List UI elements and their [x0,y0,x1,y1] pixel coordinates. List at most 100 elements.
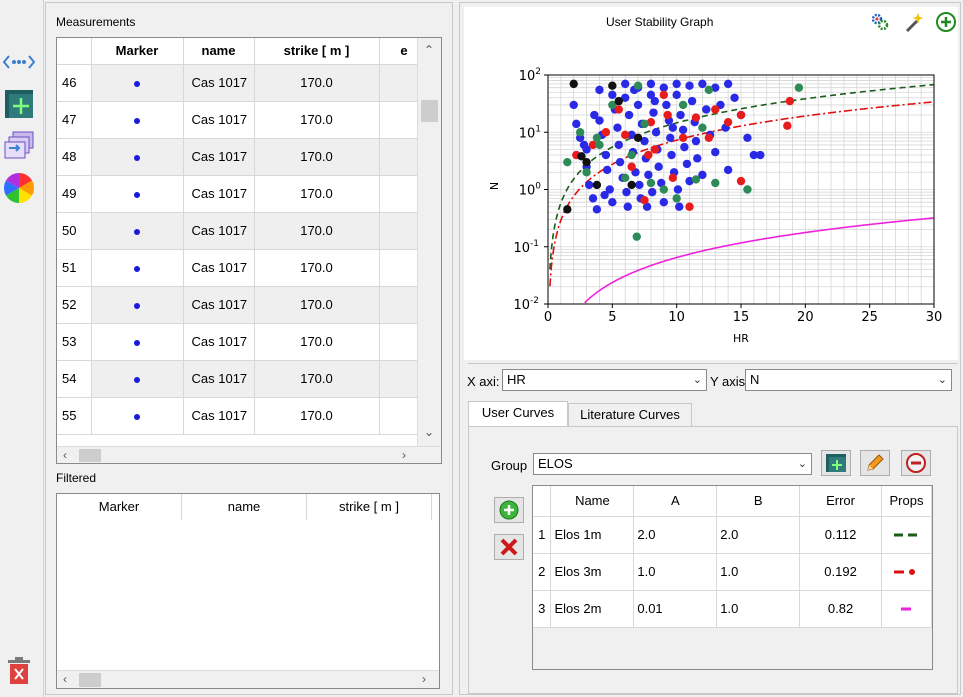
column-header-strike[interactable]: strike [ m ] [254,38,380,65]
strike-cell[interactable]: 170.0 [254,360,380,398]
delete-trash-icon[interactable] [1,652,37,688]
measurements-hscrollbar[interactable]: ‹ › [57,446,441,463]
strike-cell[interactable]: 170.0 [254,64,380,102]
marker-cell[interactable] [91,138,184,176]
remove-group-button[interactable] [901,450,931,476]
strike-cell[interactable]: 170.0 [254,249,380,287]
scroll-right-icon[interactable]: › [402,448,406,462]
row-index[interactable]: 48 [57,138,92,176]
table-row[interactable]: 50 Cas 1017 170.0 [57,212,430,250]
curve-name-cell[interactable]: Elos 1m [550,516,635,554]
scroll-down-icon[interactable]: ⌄ [424,425,435,439]
row-index[interactable]: 51 [57,249,92,287]
measurements-vscrollbar[interactable]: ⌃ ⌄ [417,38,441,446]
name-cell[interactable]: Cas 1017 [183,286,255,324]
marker-cell[interactable] [91,397,184,435]
column-header-error[interactable]: Error [799,486,882,517]
table-row[interactable]: 48 Cas 1017 170.0 [57,138,430,176]
scroll-left-icon[interactable]: ‹ [63,448,67,462]
table-row[interactable]: 52 Cas 1017 170.0 [57,286,430,324]
name-cell[interactable]: Cas 1017 [183,323,255,361]
name-cell[interactable]: Cas 1017 [183,212,255,250]
column-header-name[interactable]: name [182,494,307,520]
curve-a-cell[interactable]: 0.01 [633,590,718,628]
strike-cell[interactable]: 170.0 [254,397,380,435]
row-index[interactable]: 1 [533,516,552,554]
marker-cell[interactable] [91,323,184,361]
scroll-up-icon[interactable]: ⌃ [424,43,435,57]
row-index[interactable]: 3 [533,590,552,628]
row-index[interactable]: 2 [533,553,552,591]
marker-cell[interactable] [91,64,184,102]
strike-cell[interactable]: 170.0 [254,138,380,176]
table-row[interactable]: 3 Elos 2m 0.01 1.0 0.82 [533,590,932,628]
marker-cell[interactable] [91,175,184,213]
table-row[interactable]: 53 Cas 1017 170.0 [57,323,430,361]
column-header-marker[interactable]: Marker [91,38,184,65]
table-row[interactable]: 46 Cas 1017 170.0 [57,64,430,102]
row-index[interactable]: 50 [57,212,92,250]
name-cell[interactable]: Cas 1017 [183,101,255,139]
row-index[interactable]: 47 [57,101,92,139]
row-index[interactable]: 53 [57,323,92,361]
connect-icon[interactable] [1,44,37,80]
tab-user-curves[interactable]: User Curves [468,401,568,427]
name-cell[interactable]: Cas 1017 [183,175,255,213]
edit-group-button[interactable] [860,450,890,476]
column-header-marker[interactable]: Marker [57,494,182,520]
table-row[interactable]: 2 Elos 3m 1.0 1.0 0.192 [533,553,932,591]
table-row[interactable]: 54 Cas 1017 170.0 [57,360,430,398]
curve-name-cell[interactable]: Elos 3m [550,553,635,591]
curve-error-cell[interactable]: 0.82 [799,590,882,628]
curve-a-cell[interactable]: 2.0 [633,516,718,554]
table-row[interactable]: 49 Cas 1017 170.0 [57,175,430,213]
settings-gears-icon[interactable] [870,12,890,32]
name-cell[interactable]: Cas 1017 [183,360,255,398]
name-cell[interactable]: Cas 1017 [183,64,255,102]
y-axis-select[interactable]: N ⌄ [745,369,952,391]
add-table-icon[interactable] [1,86,37,122]
curve-props-cell[interactable] [881,590,932,628]
strike-cell[interactable]: 170.0 [254,175,380,213]
marker-cell[interactable] [91,101,184,139]
strike-cell[interactable]: 170.0 [254,286,380,324]
row-index[interactable]: 46 [57,64,92,102]
row-index[interactable]: 55 [57,397,92,435]
curve-b-cell[interactable]: 1.0 [716,590,801,628]
scroll-thumb[interactable] [79,673,101,687]
strike-cell[interactable]: 170.0 [254,212,380,250]
curve-error-cell[interactable]: 0.192 [799,553,882,591]
delete-row-button[interactable] [494,534,524,560]
curve-props-cell[interactable] [881,553,932,591]
curve-a-cell[interactable]: 1.0 [633,553,718,591]
magic-wand-icon[interactable] [903,11,925,33]
curve-b-cell[interactable]: 1.0 [716,553,801,591]
x-axis-select[interactable]: HR ⌄ [502,369,707,391]
group-select[interactable]: ELOS ⌄ [533,453,812,475]
row-index[interactable]: 54 [57,360,92,398]
filtered-hscrollbar[interactable]: ‹ › [57,670,439,688]
scroll-left-icon[interactable]: ‹ [63,672,67,686]
scroll-right-icon[interactable]: › [422,672,426,686]
add-row-button[interactable] [494,497,524,523]
strike-cell[interactable]: 170.0 [254,323,380,361]
name-cell[interactable]: Cas 1017 [183,249,255,287]
marker-cell[interactable] [91,249,184,287]
table-row[interactable]: 51 Cas 1017 170.0 [57,249,430,287]
marker-cell[interactable] [91,212,184,250]
curve-name-cell[interactable]: Elos 2m [550,590,635,628]
table-row[interactable]: 55 Cas 1017 170.0 [57,397,430,435]
curve-error-cell[interactable]: 0.112 [799,516,882,554]
copy-layers-icon[interactable] [1,128,37,164]
marker-cell[interactable] [91,360,184,398]
column-header-props[interactable]: Props [881,486,932,517]
column-header-name[interactable]: Name [550,486,635,517]
column-header-a[interactable]: A [633,486,718,517]
name-cell[interactable]: Cas 1017 [183,138,255,176]
tab-literature-curves[interactable]: Literature Curves [568,403,692,427]
add-group-button[interactable] [821,450,851,476]
row-index[interactable]: 52 [57,286,92,324]
strike-cell[interactable]: 170.0 [254,101,380,139]
marker-cell[interactable] [91,286,184,324]
column-header-strike[interactable]: strike [ m ] [307,494,432,520]
